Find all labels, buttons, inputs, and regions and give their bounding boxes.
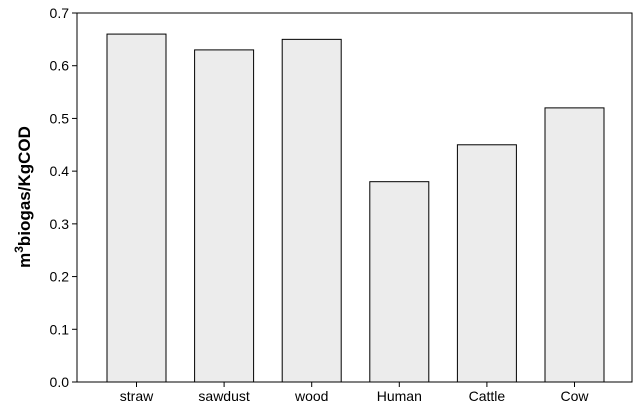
x-tick-label: Cattle [469, 388, 506, 404]
y-label-sup: 3 [12, 246, 26, 253]
x-tick-label: wood [294, 388, 328, 404]
x-tick-label: Human [377, 388, 422, 404]
y-label-base: m [15, 253, 34, 268]
bar [281, 38, 342, 383]
bar [544, 107, 605, 383]
x-tick-label: Cow [560, 388, 589, 404]
y-tick-label: 0.3 [50, 216, 70, 232]
y-tick-label: 0.6 [50, 58, 70, 74]
y-tick-label: 0.1 [50, 321, 70, 337]
bar [369, 181, 430, 383]
y-tick-label: 0.7 [50, 5, 70, 21]
y-tick-label: 0.4 [50, 163, 70, 179]
y-tick-label: 0.2 [50, 269, 70, 285]
plot-frame [76, 12, 633, 383]
bar [194, 49, 255, 383]
y-label-rest: biogas/KgCOD [15, 126, 34, 246]
y-axis-label: m3biogas/KgCOD [12, 126, 34, 268]
x-tick-label: sawdust [198, 388, 249, 404]
x-tick-label: straw [120, 388, 154, 404]
y-tick-label: 0.5 [50, 110, 70, 126]
y-tick-label: 0.0 [50, 374, 70, 390]
bar [456, 144, 517, 383]
bar [106, 33, 167, 383]
